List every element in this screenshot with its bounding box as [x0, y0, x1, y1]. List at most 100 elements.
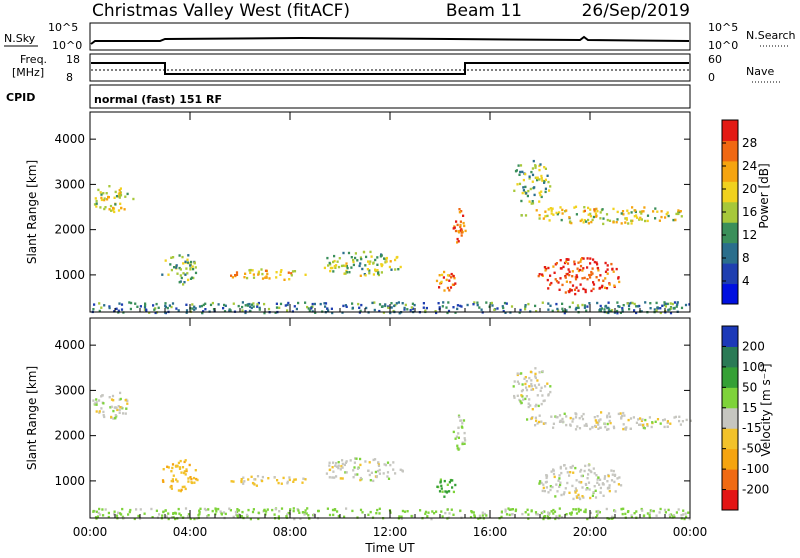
- data-cell: [556, 213, 559, 216]
- data-cell: [181, 255, 184, 259]
- data-cell: [304, 301, 307, 304]
- data-cell: [563, 464, 566, 467]
- data-cell: [446, 483, 449, 486]
- data-cell: [625, 217, 628, 220]
- colorbar-segment: [722, 428, 738, 450]
- power-data-marks: [91, 159, 691, 315]
- data-cell: [359, 476, 362, 480]
- data-cell: [565, 209, 568, 212]
- data-cell: [332, 513, 335, 517]
- data-cell: [99, 206, 102, 209]
- data-cell: [367, 469, 370, 472]
- data-cell: [571, 275, 574, 278]
- data-cell: [181, 466, 185, 469]
- data-cell: [589, 511, 592, 515]
- data-cell: [446, 311, 449, 315]
- data-cell: [607, 301, 610, 304]
- data-cell: [599, 426, 602, 429]
- data-cell: [298, 511, 301, 514]
- data-cell: [368, 272, 371, 275]
- data-cell: [539, 193, 542, 197]
- data-cell: [656, 306, 659, 310]
- data-cell: [136, 305, 139, 308]
- data-cell: [580, 481, 583, 484]
- data-cell: [456, 223, 459, 227]
- data-cell: [530, 417, 533, 420]
- data-cell: [246, 304, 249, 307]
- data-cell: [592, 258, 595, 261]
- data-cell: [640, 218, 643, 221]
- data-cell: [439, 478, 442, 481]
- data-cell: [143, 308, 146, 311]
- data-cell: [100, 306, 103, 309]
- data-cell: [378, 303, 382, 306]
- data-cell: [613, 284, 616, 287]
- colorbar-segment: [722, 387, 738, 409]
- data-cell: [613, 474, 616, 477]
- data-cell: [199, 507, 202, 510]
- data-cell: [326, 507, 329, 510]
- data-cell: [347, 251, 351, 255]
- data-cell: [455, 435, 458, 438]
- data-cell: [595, 261, 598, 264]
- data-cell: [118, 302, 121, 305]
- data-cell: [275, 276, 278, 279]
- data-cell: [547, 491, 550, 494]
- data-cell: [606, 480, 609, 483]
- data-cell: [552, 508, 555, 512]
- data-cell: [579, 508, 582, 512]
- data-cell: [231, 276, 234, 279]
- data-cell: [579, 264, 583, 268]
- data-cell: [439, 481, 442, 484]
- data-cell: [127, 513, 130, 516]
- data-cell: [117, 511, 120, 514]
- colorbar-segment: [722, 283, 738, 305]
- data-cell: [574, 466, 577, 470]
- data-cell: [359, 478, 362, 482]
- data-cell: [469, 516, 473, 519]
- data-cell: [399, 468, 402, 471]
- data-cell: [249, 305, 252, 308]
- data-cell: [616, 312, 619, 315]
- data-cell: [635, 311, 638, 315]
- data-cell: [138, 517, 142, 520]
- data-cell: [569, 288, 572, 291]
- colorbar-segment: [722, 346, 738, 368]
- data-cell: [549, 488, 552, 492]
- data-cell: [618, 476, 621, 479]
- data-cell: [502, 306, 505, 310]
- data-cell: [378, 472, 381, 475]
- data-cell: [249, 271, 252, 274]
- data-cell: [643, 206, 646, 209]
- data-cell: [521, 383, 524, 386]
- data-cell: [335, 475, 338, 478]
- data-cell: [178, 467, 182, 470]
- data-cell: [443, 289, 446, 292]
- data-cell: [171, 478, 174, 481]
- data-cell: [413, 303, 416, 307]
- data-cell: [457, 436, 460, 439]
- data-cell: [519, 400, 522, 403]
- data-cell: [585, 488, 588, 491]
- data-cell: [422, 306, 425, 309]
- data-cell: [96, 515, 100, 518]
- data-cell: [304, 273, 307, 276]
- data-cell: [617, 277, 620, 280]
- data-cell: [666, 425, 669, 428]
- data-cell: [569, 423, 572, 426]
- data-cell: [578, 496, 581, 499]
- data-cell: [293, 270, 297, 273]
- data-cell: [449, 479, 453, 482]
- data-cell: [457, 448, 460, 451]
- data-cell: [280, 507, 284, 510]
- data-cell: [587, 473, 590, 476]
- data-cell: [403, 306, 406, 310]
- data-cell: [229, 309, 232, 312]
- data-cell: [535, 513, 538, 516]
- data-cell: [538, 217, 541, 220]
- data-cell: [171, 463, 175, 466]
- data-cell: [565, 513, 568, 516]
- data-cell: [565, 423, 568, 427]
- data-cell: [388, 265, 391, 269]
- data-cell: [117, 209, 121, 212]
